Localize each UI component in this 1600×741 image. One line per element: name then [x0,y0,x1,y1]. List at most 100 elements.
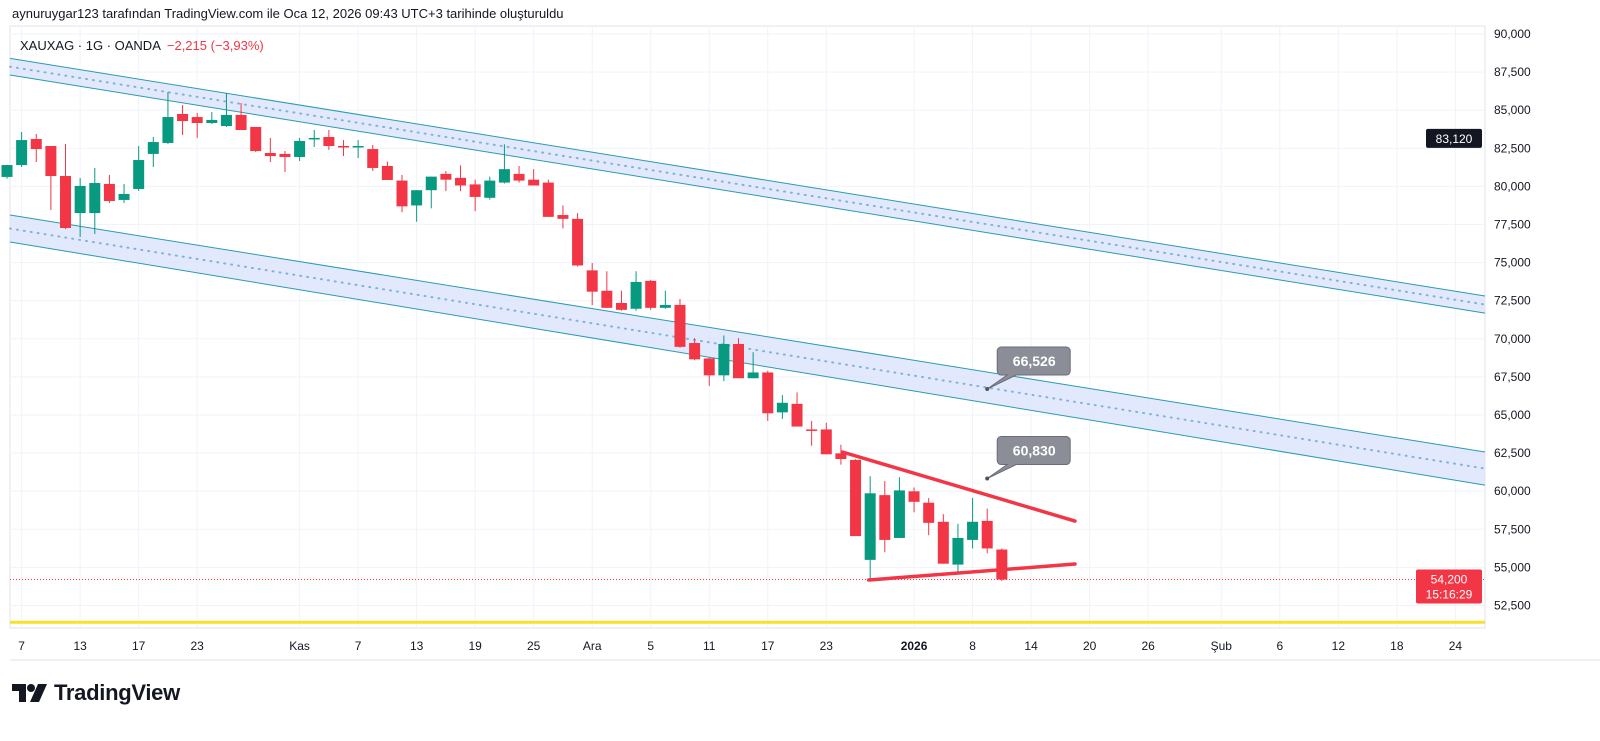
candle-up[interactable] [498,169,510,183]
candle-down[interactable] [396,180,408,207]
candle-down[interactable] [440,173,452,180]
symbol-info[interactable]: XAUXAG · 1G · OANDA [20,38,161,53]
candle-up[interactable] [952,537,964,565]
lower-channel-top-line[interactable] [9,214,1486,453]
candle-down[interactable] [367,149,379,168]
candle-down[interactable] [103,183,115,202]
upper-channel-top-line[interactable] [9,57,1486,297]
candle-up[interactable] [718,343,730,376]
lower-channel-bottom-line[interactable] [9,241,1486,486]
candle-down[interactable] [60,176,72,228]
candle-down[interactable] [937,521,949,564]
time-axis[interactable]: 7 13 17 23 Kas 7 13 19 25 Ara 5 11 17 23 2026 8 14 20 26 Şu… [10,639,1600,661]
candle-down[interactable] [30,138,42,150]
candle-up[interactable] [659,304,671,308]
candle-up[interactable] [630,281,642,309]
regression-channels[interactable] [9,57,1486,486]
candle-down[interactable] [572,218,584,266]
upper-channel-mid-line[interactable] [9,65,1486,306]
candle-down[interactable] [615,302,627,310]
candle-up[interactable] [864,493,876,560]
candle-down[interactable] [806,429,818,431]
candle-down[interactable] [235,114,247,131]
candle-down[interactable] [337,146,349,148]
candle-down[interactable] [455,177,467,186]
candle-down[interactable] [923,502,935,523]
candle-down[interactable] [45,146,57,177]
price-callouts[interactable]: 66,526 60,830 [985,346,1071,481]
candle-down[interactable] [381,165,393,180]
candle-down[interactable] [279,153,291,157]
x-tick-label: 13 [410,639,424,653]
candle-down[interactable] [557,215,569,219]
candle-down[interactable] [528,179,540,186]
candle-up[interactable] [425,176,437,191]
candle-down[interactable] [323,137,335,147]
upper-channel-bottom-line[interactable] [9,74,1486,314]
candle-down[interactable] [762,372,774,414]
candle-down[interactable] [689,343,701,360]
candle-down[interactable] [908,491,920,502]
candle-down[interactable] [733,343,744,379]
callout-bubble[interactable] [986,436,1071,479]
candle-up[interactable] [484,180,496,198]
x-tick-label: 12 [1332,639,1346,653]
candle-up[interactable] [162,117,174,143]
candle-up[interactable] [133,160,145,189]
candle-up[interactable] [16,140,28,166]
triangle-lower-line[interactable] [866,562,1077,582]
candle-up[interactable] [1,165,13,177]
candle-down[interactable] [981,520,993,549]
candle-down[interactable] [264,153,276,157]
candle-up[interactable] [220,114,232,127]
candle-up[interactable] [147,142,159,154]
candle-down[interactable] [820,429,832,455]
candle-up[interactable] [411,190,423,206]
candle-down[interactable] [879,495,891,540]
candle-down[interactable] [996,549,1008,580]
x-tick-label: 8 [969,639,976,653]
candle-down[interactable] [674,304,686,347]
candle-up[interactable] [118,194,130,200]
candle-up[interactable] [747,372,759,379]
candle-up[interactable] [967,521,979,540]
triangle-pattern[interactable] [840,450,1077,582]
candle-up[interactable] [294,140,306,157]
candle-down[interactable] [542,182,554,217]
candle-down[interactable] [177,114,189,122]
price-axis[interactable]: 90,000 87,500 85,000 82,500 80,000 77,500 75,0… [1494,27,1531,612]
y-tick-label: 75,000 [1494,256,1531,270]
candles[interactable] [1,92,1008,581]
candle-down[interactable] [586,270,598,292]
candle-down[interactable] [191,117,203,123]
callout-bubble[interactable] [986,346,1071,390]
candle-down[interactable] [513,173,525,181]
candle-down[interactable] [703,358,715,376]
lower-channel-mid-line[interactable] [9,227,1486,470]
candle-down[interactable] [791,403,803,427]
plot-frame [9,25,1486,629]
candle-up[interactable] [74,185,86,214]
candle-up[interactable] [308,137,320,140]
triangle-upper-line[interactable] [840,450,1077,523]
candle-down[interactable] [850,459,862,537]
candle-up[interactable] [206,119,218,123]
x-tick-label: 19 [468,639,482,653]
candle-up[interactable] [89,183,101,214]
candle-down[interactable] [835,453,847,460]
candle-down[interactable] [601,290,613,308]
x-tick-label: 24 [1449,639,1463,653]
callout-anchor-dot [985,476,990,481]
candle-down[interactable] [250,126,262,152]
candle-down[interactable] [469,184,481,197]
symbol-legend[interactable]: XAUXAG · 1G · OANDA −2,215 (−3,93%) [20,38,264,53]
candle-down[interactable] [645,280,657,308]
candle-up[interactable] [352,146,364,148]
candle-up[interactable] [776,402,788,413]
x-tick-label: 23 [820,639,834,653]
horizontal-lines[interactable] [10,579,1485,624]
candle-up[interactable] [893,490,905,538]
tradingview-logo[interactable]: TradingView [12,680,180,706]
